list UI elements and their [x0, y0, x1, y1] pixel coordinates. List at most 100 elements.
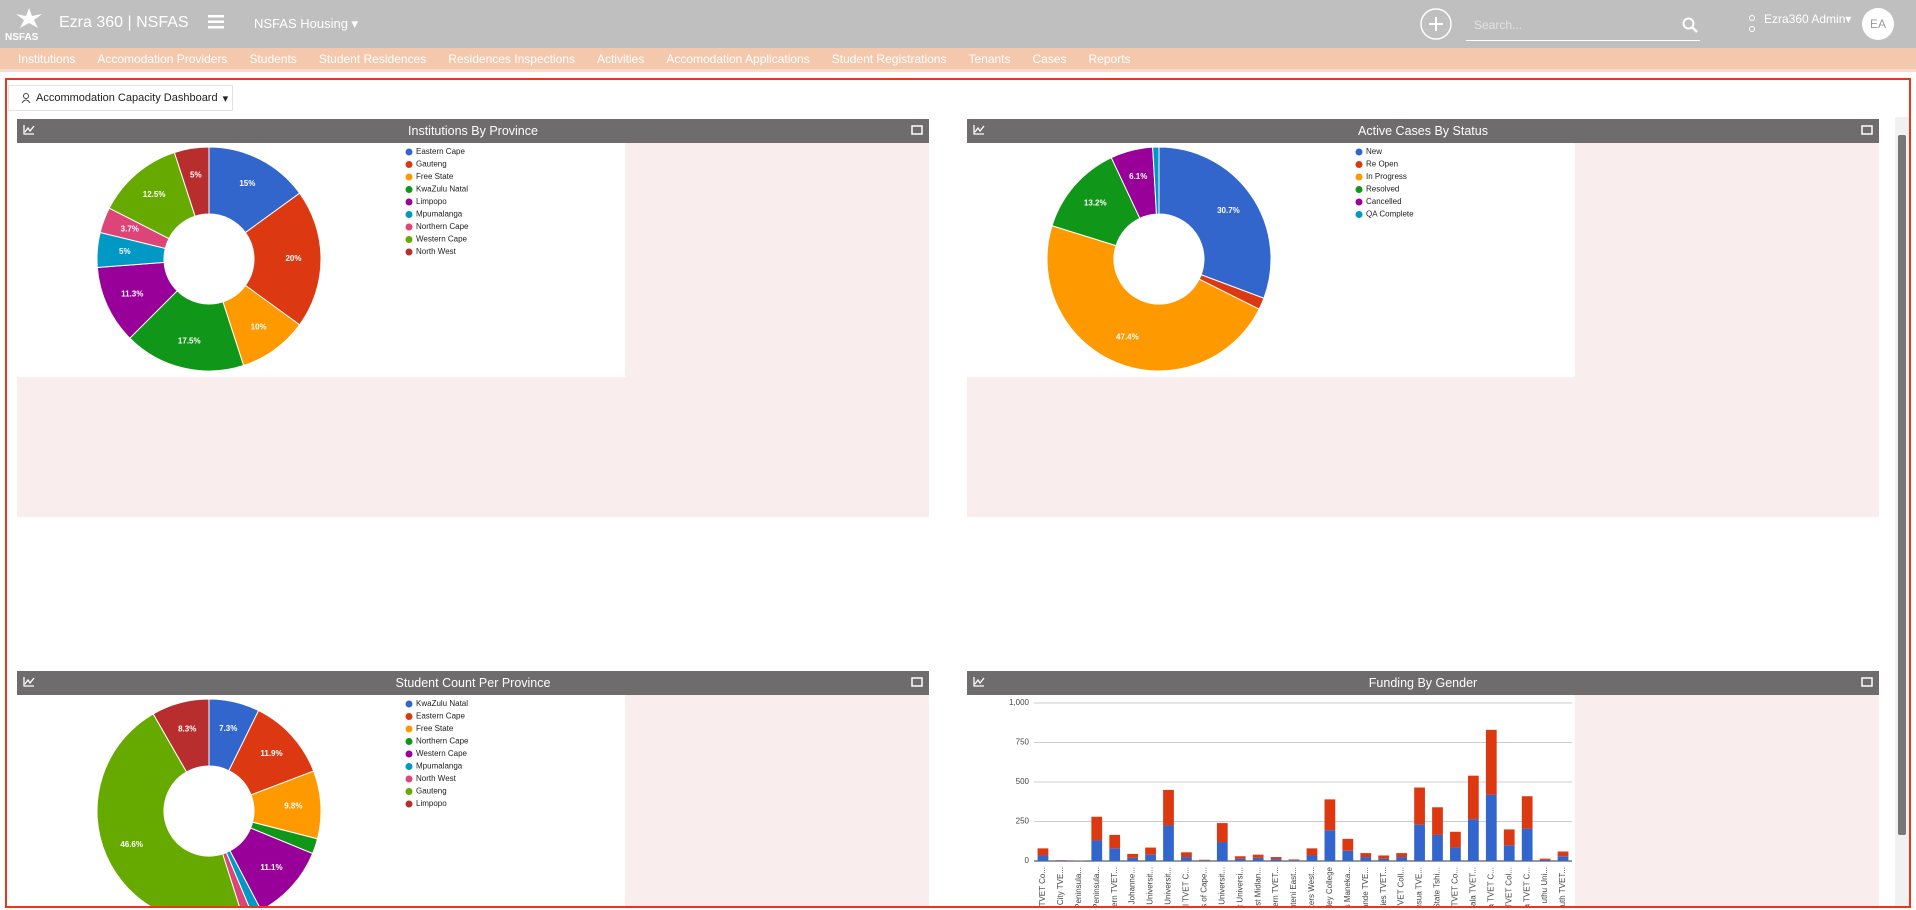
slice-label: 15% — [239, 179, 255, 188]
legend-label: Western Cape — [416, 235, 468, 244]
scrollbar[interactable] — [1895, 117, 1909, 906]
nav-item[interactable]: Accomodation Applications — [666, 51, 810, 66]
bar-segment — [1234, 856, 1246, 859]
slice-label: 6.1% — [1129, 172, 1147, 181]
chart-icon[interactable] — [23, 125, 35, 135]
bar-segment — [1037, 855, 1049, 861]
y-tick-label: 500 — [1016, 777, 1030, 786]
panel-body: 30.7% 47.4% 13.2% 6.1% New Re Open In Progress… — [967, 143, 1879, 517]
bar-segment — [1252, 857, 1264, 861]
add-button[interactable] — [1419, 7, 1453, 41]
legend-label: Free State — [416, 724, 454, 733]
dashboard-selector[interactable]: Accommodation Capacity Dashboard ▾ — [8, 85, 233, 111]
bar-segment — [1450, 847, 1461, 861]
slice-label: 46.6% — [120, 840, 143, 849]
bar-segment — [1414, 824, 1425, 861]
slice-label: 5% — [119, 247, 131, 256]
icon-shape — [1861, 677, 1873, 687]
x-tick-label: s of Cape... — [1199, 867, 1208, 908]
bar-segment — [1521, 828, 1533, 861]
window-icon[interactable] — [1861, 125, 1873, 135]
pie-slice — [96, 713, 240, 906]
nav-item[interactable]: Activities — [596, 51, 645, 66]
top-bar: NSFAS Ezra 360 | NSFAS NSFAS Housing ▾ S… — [0, 0, 1916, 48]
nav-item[interactable]: Student Registrations — [831, 51, 947, 66]
bar-segment — [1306, 855, 1318, 861]
user-menu[interactable]: Ezra360 Admin▾ — [1764, 12, 1852, 26]
bar-segment — [1450, 831, 1461, 848]
chart: 30.7% 47.4% 13.2% 6.1% New Re Open In Progress… — [967, 143, 1575, 377]
x-tick-label: st Midlan... — [1253, 867, 1262, 906]
legend-swatch — [405, 186, 413, 193]
bar-segment — [1324, 799, 1336, 831]
bar-segment — [1378, 858, 1390, 861]
nav-item[interactable]: Institutions — [18, 51, 76, 66]
bar-segment — [1037, 848, 1049, 856]
bar-segment — [1306, 848, 1318, 856]
legend-label: Resolved — [1366, 185, 1399, 194]
bar-segment — [1360, 853, 1372, 858]
bar-segment — [1414, 787, 1425, 825]
pie-slice — [129, 290, 245, 372]
nav-item[interactable]: Residences Inspections — [448, 51, 575, 66]
chart-icon[interactable] — [973, 677, 985, 687]
legend-swatch — [405, 713, 413, 720]
icon-shape — [23, 677, 35, 687]
slice-label: 12.5% — [143, 190, 166, 199]
panel-header: Student Count Per Province — [17, 671, 929, 695]
bar-segment — [1198, 859, 1210, 861]
legend-label: Mpumalanga — [416, 210, 463, 219]
x-tick-label: TVET Coll... — [1397, 867, 1406, 908]
window-icon[interactable] — [1861, 677, 1873, 687]
legend-label: KwaZulu Natal — [416, 699, 468, 708]
y-tick-label: 1,000 — [1009, 698, 1030, 707]
slice-label: 7.3% — [219, 724, 237, 733]
module-dropdown[interactable]: NSFAS Housing ▾ — [254, 16, 359, 31]
chart-panel: Funding By Gender 0 250 500 750 1,000 TVET Co.… — [967, 671, 1879, 908]
panel-header: Funding By Gender — [967, 671, 1879, 695]
bar-segment — [1539, 859, 1551, 861]
nav-item[interactable]: Reports — [1088, 51, 1131, 66]
legend-swatch — [405, 148, 413, 156]
bar-segment — [1127, 857, 1139, 861]
legend-swatch — [405, 211, 413, 218]
scroll-thumb[interactable] — [1898, 135, 1906, 835]
nav-item[interactable]: Students — [249, 51, 297, 66]
bar-segment — [1234, 858, 1246, 861]
bar-segment — [1145, 847, 1156, 855]
legend-swatch — [405, 161, 413, 168]
window-icon[interactable] — [911, 125, 923, 135]
legend-swatch — [405, 800, 413, 808]
nav-item[interactable]: Tenants — [968, 51, 1011, 66]
icon-shape — [23, 125, 35, 135]
bar-segment — [1109, 834, 1121, 849]
bar-segment — [1163, 789, 1174, 826]
chart-icon[interactable] — [973, 125, 985, 135]
chart-icon[interactable] — [23, 677, 35, 687]
search-box[interactable]: Search... — [1466, 12, 1700, 41]
search-icon — [1682, 17, 1698, 33]
chart: 0 250 500 750 1,000 TVET Co... City TVE... Peni… — [967, 695, 1575, 908]
legend-swatch — [1355, 148, 1363, 156]
avatar[interactable]: EA — [1862, 8, 1894, 40]
legend-swatch — [405, 236, 413, 243]
slice-label: 9.8% — [284, 801, 302, 810]
menu-button[interactable] — [208, 15, 224, 29]
bar-segment — [1503, 845, 1515, 861]
icon-shape — [1861, 125, 1873, 135]
pie-slice — [1158, 146, 1272, 299]
pie-slice — [173, 146, 210, 217]
x-tick-label: ern TVET... — [1110, 867, 1119, 907]
nav-item[interactable]: Cases — [1032, 51, 1067, 66]
y-tick-label: 0 — [1025, 856, 1030, 865]
bar-segment — [1396, 853, 1408, 858]
x-tick-label: ters West... — [1307, 867, 1316, 907]
slice-label: 10% — [251, 322, 267, 331]
logo: NSFAS — [5, 8, 42, 43]
bar-segment — [1360, 857, 1372, 861]
legend-swatch — [405, 763, 413, 770]
nav-item[interactable]: Accomodation Providers — [97, 51, 228, 66]
window-icon[interactable] — [911, 677, 923, 687]
nav-item[interactable]: Student Residences — [318, 51, 427, 66]
panel-title: Funding By Gender — [1368, 676, 1478, 690]
